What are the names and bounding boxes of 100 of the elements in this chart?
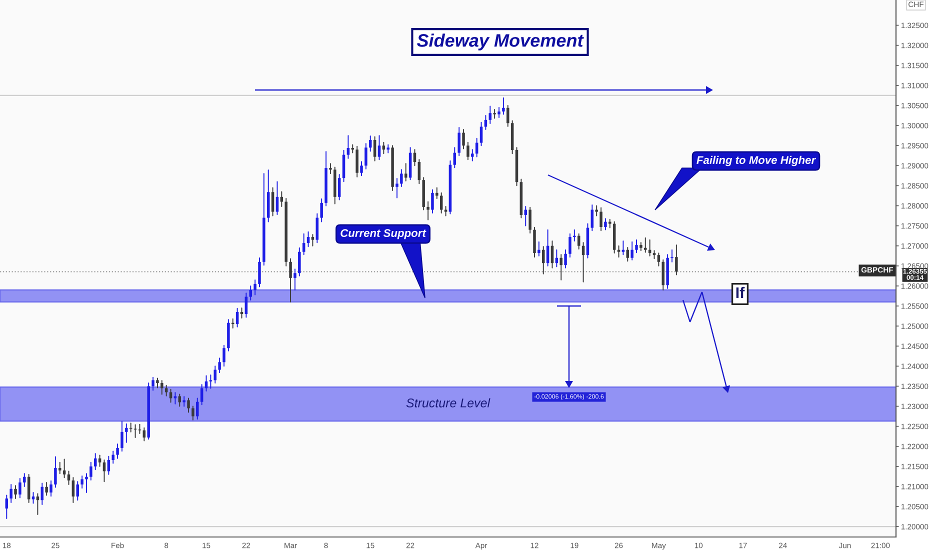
candlestick [644, 237, 647, 253]
candlestick [67, 470, 70, 485]
candlestick [622, 240, 625, 256]
candlestick [466, 142, 470, 160]
candlestick [346, 135, 350, 159]
candlestick [236, 308, 239, 328]
candlestick [453, 147, 456, 168]
candlestick [45, 482, 48, 496]
candlestick [440, 192, 443, 214]
candlestick [577, 233, 580, 250]
candlestick [276, 181, 279, 216]
candlestick [364, 143, 368, 170]
candlestick [662, 259, 665, 290]
candlestick [493, 109, 496, 119]
candlestick [626, 246, 630, 262]
candlestick [120, 421, 124, 452]
candlestick [382, 142, 386, 154]
candlestick [560, 254, 562, 280]
candlestick [480, 122, 483, 146]
candlestick [160, 380, 164, 395]
annotation: Failing to Move Higher [696, 156, 816, 166]
candlestick [404, 163, 408, 182]
candlestick [289, 258, 292, 302]
candlestick [10, 484, 12, 503]
candlestick [80, 476, 84, 489]
candlestick [524, 206, 527, 226]
candlestick [58, 462, 62, 474]
candlestick [90, 462, 92, 481]
candlestick [564, 249, 567, 268]
candlestick [538, 241, 540, 256]
candlestick [27, 474, 30, 503]
candlestick [54, 456, 57, 488]
candlestick [14, 485, 17, 499]
candlestick [604, 218, 607, 230]
candlestick [595, 205, 598, 216]
candlestick [125, 423, 128, 443]
candlestick [533, 226, 536, 258]
candlestick [196, 398, 199, 420]
candlestick [458, 127, 460, 156]
candlestick [462, 129, 465, 150]
candlestick [488, 106, 492, 124]
candlestick [600, 207, 602, 232]
candlestick [76, 481, 79, 501]
candlestick [502, 97, 505, 115]
candlestick [498, 106, 500, 118]
candlestick [116, 443, 119, 459]
candlestick [338, 174, 341, 200]
candlestick [156, 378, 159, 388]
candlestick [294, 268, 296, 290]
candlestick [169, 388, 172, 403]
candlestick [302, 233, 306, 256]
candlestick [240, 308, 244, 319]
candlestick [431, 189, 434, 214]
candlestick [342, 150, 346, 182]
candlestick [400, 169, 403, 187]
candlestick [192, 406, 194, 420]
candlestick [471, 149, 474, 162]
candlestick [271, 187, 274, 216]
candlestick [306, 231, 310, 248]
candlestick [657, 252, 660, 266]
candlestick [72, 477, 75, 503]
candlestick [617, 245, 620, 258]
candlestick [112, 450, 114, 464]
candlestick [311, 234, 314, 246]
candlestick [200, 384, 204, 406]
candlestick [85, 473, 88, 493]
candlestick [134, 424, 137, 438]
candlestick [32, 492, 35, 504]
candlestick [369, 135, 372, 152]
candlestick [426, 201, 430, 220]
candlestick [98, 454, 102, 467]
candlestick [506, 104, 510, 127]
candlestick [5, 494, 8, 520]
candlestick [254, 279, 256, 296]
candlestick [360, 161, 363, 176]
candlestick [298, 247, 301, 276]
candlestick [23, 473, 26, 487]
candlestick [378, 135, 381, 160]
candlestick [329, 163, 332, 174]
candlestick [258, 257, 261, 288]
candlestick [444, 206, 448, 216]
candlestick [50, 480, 52, 497]
candlestick [182, 396, 186, 407]
candlestick [178, 394, 182, 407]
candlestick [320, 198, 323, 222]
candlestick [568, 233, 572, 258]
candlestick [630, 241, 634, 260]
candlestick [418, 159, 421, 184]
candlestick [436, 187, 438, 200]
candlestick [209, 374, 212, 389]
candlestick [396, 178, 398, 198]
candlestick [573, 229, 576, 242]
candlestick [356, 146, 358, 178]
candlestick [164, 384, 168, 396]
candlestick [222, 344, 226, 367]
candlestick [218, 358, 221, 374]
candlestick [528, 206, 532, 234]
candlestick [675, 244, 678, 276]
candlestick [590, 204, 594, 232]
candlestick [138, 424, 142, 434]
